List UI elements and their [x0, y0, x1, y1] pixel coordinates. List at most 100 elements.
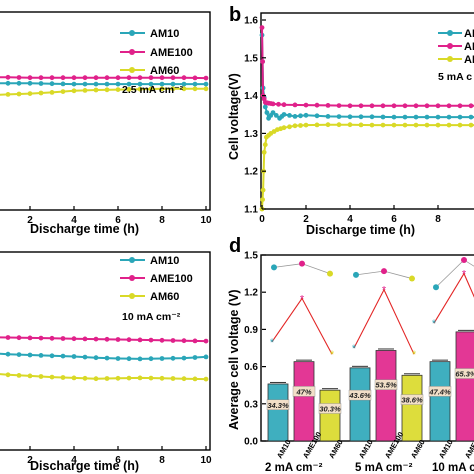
series-point-am60 — [347, 122, 353, 128]
series-point-am60 — [5, 372, 11, 378]
series-point-ame100 — [281, 102, 287, 108]
bar-am10 — [267, 383, 289, 442]
series-point-ame100 — [358, 103, 364, 109]
series-point-am60 — [159, 86, 165, 92]
series-point-am60 — [424, 122, 430, 128]
y-tick-label: 1.5 — [244, 53, 258, 64]
series-point-am60 — [287, 124, 292, 130]
series-point-am60 — [261, 149, 267, 155]
x-tick-label: 10 — [200, 215, 212, 226]
panel-b-series — [259, 25, 474, 212]
series-point-ame100 — [402, 103, 408, 109]
series-point-am60 — [262, 142, 268, 148]
star-marker-am60: * — [330, 349, 335, 361]
series-point-ame100 — [325, 103, 331, 108]
series-point-am10 — [181, 81, 187, 87]
series-point-am60 — [203, 376, 209, 382]
legend-c-am10-label: AM10 — [150, 255, 179, 267]
series-point-am10 — [38, 353, 44, 358]
series-point-ame100 — [93, 336, 99, 342]
star-connector-line — [353, 288, 415, 355]
series-point-ame100 — [380, 103, 386, 109]
star-marker-am10: * — [432, 318, 437, 330]
panel-a: 2 4 6 8 10 AM10 AME100 AM60 2.5 mA cm⁻² Disc… — [0, 11, 212, 236]
panel-b-letter: b — [229, 4, 241, 26]
series-point-am10 — [273, 113, 279, 118]
series-point-am10 — [457, 114, 463, 120]
series-point-ame100 — [104, 336, 110, 342]
series-point-ame100 — [159, 75, 165, 81]
series-point-am60 — [303, 122, 309, 128]
series-point-am10 — [424, 114, 430, 120]
star-connector-line — [433, 272, 474, 324]
series-point-ame100 — [181, 338, 187, 344]
legend-b-am10-label: AM — [464, 28, 474, 40]
efficiency-label: 43.6% — [348, 391, 371, 400]
series-point-am10 — [203, 354, 209, 360]
series-point-am10 — [49, 81, 55, 87]
efficiency-label-box — [454, 368, 474, 379]
series-point-ame100 — [38, 75, 44, 81]
series-point-am60 — [137, 86, 143, 92]
series-point-am10 — [268, 113, 274, 118]
panel-b-y-ticks: 1.1 1.2 1.3 1.4 1.5 1.6 — [244, 16, 266, 216]
series-point-am10 — [369, 114, 375, 120]
series-point-ame100 — [60, 336, 66, 341]
y-tick-label: 1.1 — [244, 205, 258, 216]
series-point-am10 — [126, 356, 132, 362]
series-point-ame100 — [264, 100, 270, 106]
x-tick-label: 6 — [391, 214, 397, 225]
star-connector-line — [271, 297, 333, 355]
series-point-am60 — [314, 122, 320, 128]
series-point-am10 — [5, 80, 11, 86]
series-point-am10 — [336, 114, 342, 119]
x-tick-label: 2 — [27, 215, 33, 226]
series-point-am10 — [468, 114, 474, 120]
series-point-ame100 — [5, 335, 11, 340]
series-point-ame100 — [261, 96, 267, 102]
panel-a-condition: 2.5 mA cm⁻² — [122, 84, 184, 96]
efficiency-label: 47.4% — [428, 387, 451, 396]
y-tick-label: 1.2 — [244, 167, 258, 178]
x-tick-label: 4 — [71, 455, 77, 466]
panel-d-group-label-1: 2 mA cm⁻² — [265, 462, 323, 474]
y-tick-label: 0.6 — [244, 362, 258, 373]
series-point-am10 — [303, 112, 309, 118]
series-line-ame100 — [261, 27, 474, 107]
star-marker-am10: * — [270, 337, 275, 349]
series-point-am10 — [82, 81, 88, 87]
efficiency-label-box — [266, 399, 290, 410]
y-tick-label: 1.6 — [244, 16, 258, 27]
series-point-am10 — [16, 352, 22, 357]
series-point-ame100 — [468, 103, 474, 109]
y-tick-label: 1.4 — [244, 91, 258, 102]
series-point-am60 — [358, 122, 364, 128]
series-point-am60 — [170, 376, 176, 381]
series-point-am60 — [192, 376, 198, 382]
series-point-am60 — [126, 87, 132, 92]
series-point-am60 — [16, 373, 22, 378]
x-tick-label: 6 — [115, 215, 121, 226]
series-point-ame100 — [203, 338, 209, 344]
panel-d-frame — [260, 254, 474, 442]
series-point-ame100 — [27, 75, 33, 81]
series-point-ame100 — [276, 101, 281, 107]
legend-c-am10-marker — [129, 257, 135, 263]
series-point-ame100 — [148, 337, 154, 343]
panel-d-letter: d — [229, 235, 241, 257]
legend-a-am60-marker — [129, 67, 135, 73]
series-point-am10 — [93, 355, 99, 361]
series-point-am60 — [369, 122, 375, 128]
x-tick-label: 0 — [259, 214, 265, 225]
series-point-am60 — [278, 126, 284, 132]
series-point-am10 — [38, 81, 44, 86]
series-point-am10 — [148, 356, 154, 362]
x-tick-label: 8 — [159, 215, 165, 226]
star-marker-ame100: * — [300, 293, 305, 305]
series-point-am60 — [60, 89, 66, 94]
dot-marker-am60 — [409, 275, 415, 282]
series-point-am10 — [60, 353, 66, 359]
panel-a-series — [0, 74, 209, 97]
legend-b-ame100-marker — [447, 43, 453, 49]
series-point-ame100 — [259, 25, 265, 30]
